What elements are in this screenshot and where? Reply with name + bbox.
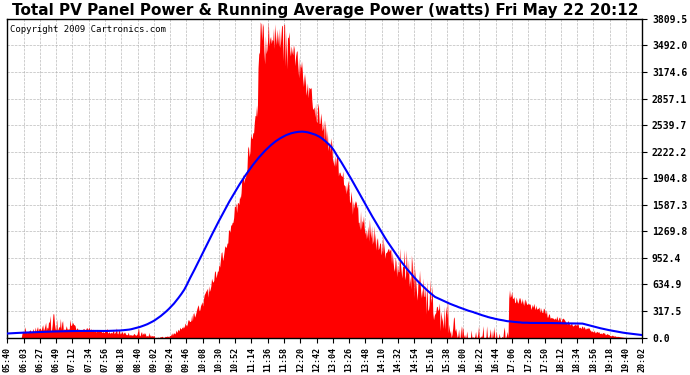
Text: Copyright 2009 Cartronics.com: Copyright 2009 Cartronics.com: [10, 26, 166, 34]
Title: Total PV Panel Power & Running Average Power (watts) Fri May 22 20:12: Total PV Panel Power & Running Average P…: [12, 3, 638, 18]
